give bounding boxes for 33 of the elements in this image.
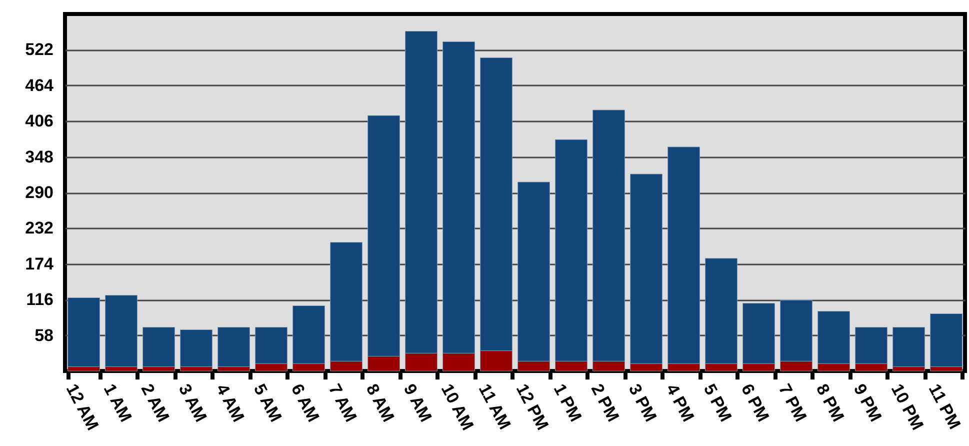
y-tick-label: 232 [25, 218, 54, 238]
x-tick-label: 8 AM [362, 380, 398, 426]
x-tick-label: 2 PM [587, 380, 623, 425]
x-tick-label: 1 AM [100, 380, 136, 426]
x-tick-label: 4 AM [212, 380, 248, 426]
y-tick-label: 522 [25, 40, 54, 60]
x-tick-label: 7 AM [324, 380, 360, 426]
y-tick-label: 348 [25, 147, 54, 166]
x-tick-label: 1 PM [550, 380, 586, 425]
y-tick-label: 406 [25, 112, 54, 131]
y-tick-label: 290 [25, 183, 54, 202]
x-tick-label: 4 PM [662, 380, 698, 425]
y-tick-label: 174 [25, 254, 54, 274]
x-tick-label: 3 AM [174, 380, 210, 426]
x-tick-label: 12 AM [62, 380, 102, 434]
x-tick-label: 5 PM [700, 380, 736, 425]
x-tick-label: 10 PM [887, 380, 928, 434]
y-tick-label: 116 [26, 290, 54, 310]
x-tick-label: 11 PM [924, 380, 964, 432]
x-tick-label: 11 AM [474, 380, 514, 433]
x-tick-label: 8 PM [812, 380, 848, 425]
x-tick-label: 6 PM [737, 380, 773, 425]
x-tick-label: 7 PM [774, 380, 810, 425]
x-tick-label: 5 AM [250, 380, 286, 426]
x-tick-label: 6 AM [287, 380, 323, 426]
x-tick-label: 9 PM [850, 380, 886, 425]
x-tick-label: 12 PM [512, 380, 552, 434]
x-tick-label: 9 AM [400, 380, 436, 426]
y-tick-label: 58 [34, 326, 54, 345]
y-tick-label: 464 [25, 76, 54, 95]
x-tick-label: 2 AM [137, 380, 173, 426]
x-tick-label: 10 AM [437, 380, 478, 434]
x-tick-label: 3 PM [624, 380, 660, 425]
